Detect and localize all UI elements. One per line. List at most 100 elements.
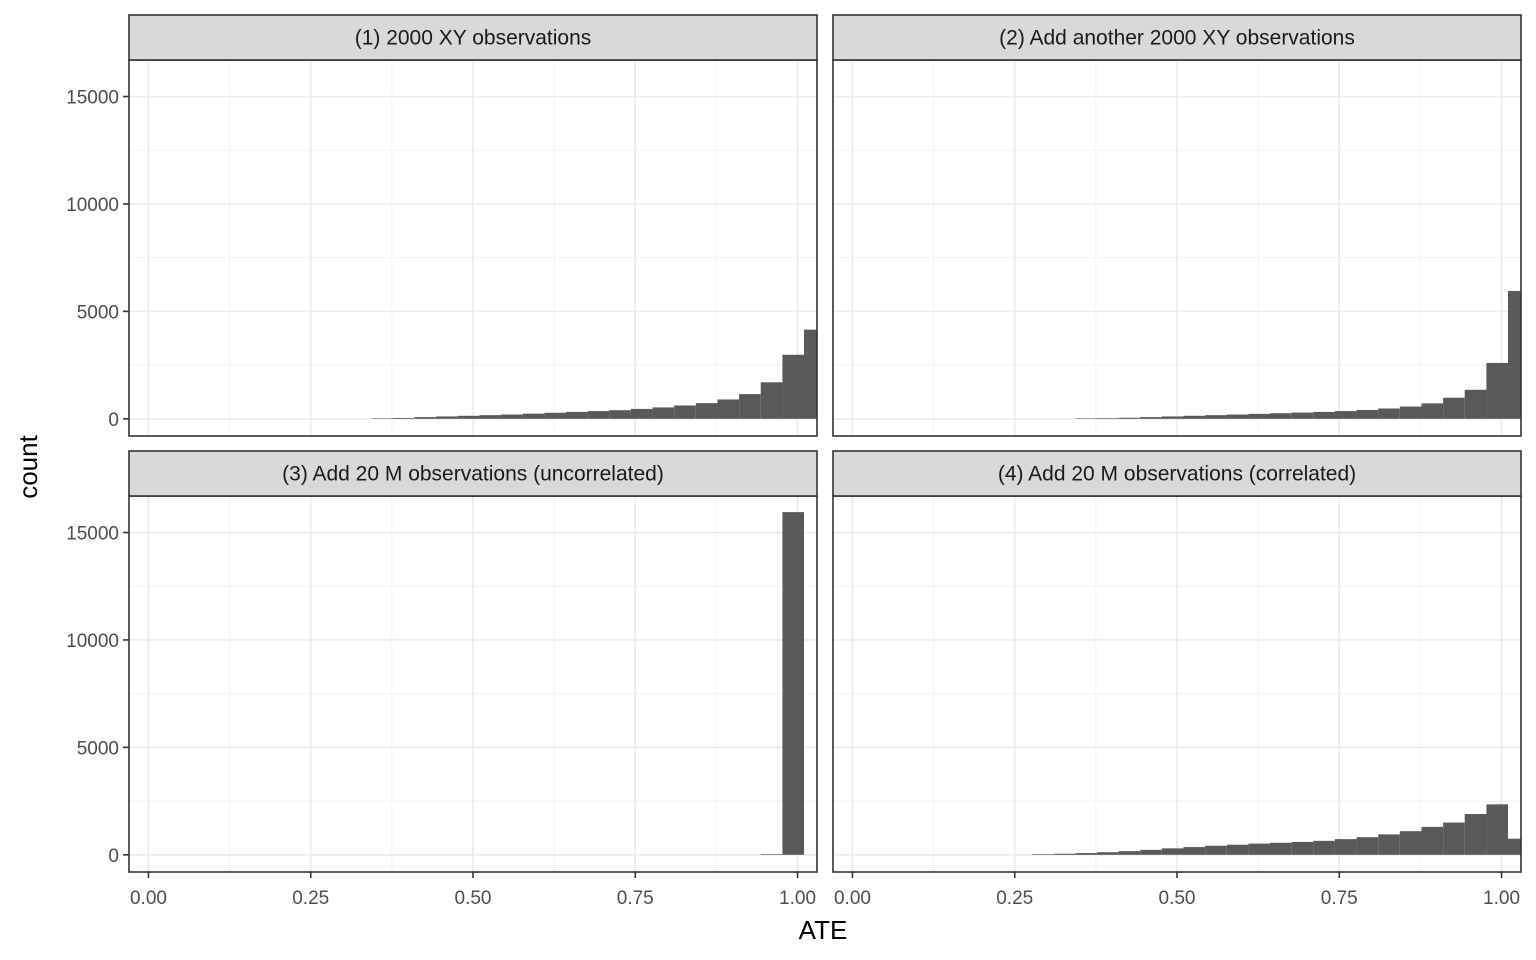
histogram-bar: [1443, 822, 1465, 855]
histogram-bar: [1226, 414, 1249, 419]
facet-panel-1: (1) 2000 XY observations: [128, 14, 818, 437]
histogram-bar: [1140, 849, 1162, 855]
x-tick-label: 0.75: [1321, 888, 1358, 909]
histogram-bar: [1205, 415, 1227, 419]
histogram-bar: [1378, 408, 1400, 419]
histogram-bar: [1421, 403, 1444, 419]
facet-strip: [832, 14, 1522, 61]
histogram-bar: [371, 418, 393, 419]
histogram-bar: [1226, 844, 1249, 855]
histogram-bar: [1486, 804, 1509, 855]
histogram-bar: [1464, 389, 1487, 419]
x-tick-label: 0.50: [455, 888, 492, 909]
histogram-bar: [436, 416, 458, 419]
histogram-bar: [1356, 410, 1379, 419]
x-tick-label: 0.00: [834, 888, 871, 909]
facet-strip: [832, 450, 1522, 497]
histogram-bar: [717, 399, 740, 419]
facet-panels: (1) 2000 XY observations (2) Add another …: [128, 14, 1522, 873]
x-tick-label: 0.25: [996, 888, 1033, 909]
facet-strip-title: (2) Add another 2000 XY observations: [999, 27, 1355, 50]
y-tick-label: 5000: [77, 302, 119, 323]
histogram-bar: [652, 407, 675, 419]
facet-strip-title: (3) Add 20 M observations (uncorrelated): [282, 463, 664, 486]
histogram-bar: [1161, 848, 1184, 855]
histogram-bar: [1096, 852, 1119, 855]
histogram-bar: [1399, 406, 1422, 419]
x-tick-label: 0.50: [1159, 888, 1196, 909]
histogram-bar: [1508, 838, 1521, 855]
histogram-bar: [1291, 841, 1314, 855]
histogram-bar: [1140, 417, 1162, 419]
histogram-bar: [1248, 843, 1271, 855]
histogram-bar: [1075, 418, 1097, 419]
x-tick-label: 0.75: [617, 888, 654, 909]
histogram-bar: [1118, 851, 1141, 855]
histogram-bar: [566, 411, 588, 419]
histogram-bar: [739, 394, 761, 419]
facet-strip-title: (4) Add 20 M observations (correlated): [998, 463, 1356, 486]
histogram-bar: [1118, 417, 1141, 419]
y-axis-title: count: [13, 434, 43, 498]
histogram-bar: [760, 854, 783, 855]
x-tick-label: 0.25: [292, 888, 329, 909]
histogram-bar: [630, 408, 653, 419]
histogram-bar: [1032, 854, 1054, 855]
histogram-bar: [1205, 845, 1227, 855]
histogram-bar: [522, 413, 545, 419]
facet-strip-title: (1) 2000 XY observations: [355, 27, 592, 50]
facet-panel-4: (4) Add 20 M observations (correlated): [832, 450, 1522, 873]
y-tick-label: 0: [108, 410, 119, 431]
histogram-bar: [544, 412, 567, 419]
y-tick-label: 10000: [66, 631, 119, 652]
histogram-bar: [1508, 290, 1521, 419]
histogram-bar: [1183, 415, 1206, 419]
histogram-bar: [1053, 853, 1076, 855]
y-tick-label: 5000: [77, 738, 119, 759]
histogram-bar: [782, 354, 805, 419]
histogram-bar: [1378, 834, 1400, 855]
histogram-bar: [1356, 837, 1379, 855]
histogram-bar: [1075, 853, 1097, 855]
histogram-bar: [674, 405, 696, 419]
histogram-bar: [457, 415, 480, 419]
y-tick-label: 0: [108, 846, 119, 867]
facet-panel-3: (3) Add 20 M observations (uncorrelated): [128, 450, 818, 873]
x-tick-label: 1.00: [779, 888, 816, 909]
x-tick-label: 1.00: [1483, 888, 1520, 909]
histogram-bar: [1421, 826, 1444, 855]
y-tick-label: 15000: [66, 524, 119, 545]
histogram-bar: [782, 512, 805, 855]
histogram-bar: [1161, 416, 1184, 419]
histogram-bar: [479, 415, 502, 419]
histogram-bar: [1313, 840, 1335, 855]
histogram-bar: [587, 411, 610, 419]
histogram-bar: [1270, 413, 1292, 419]
x-tick-label: 0.00: [130, 888, 167, 909]
histogram-bar: [609, 410, 631, 419]
histogram-bar: [1334, 411, 1357, 419]
histogram-bar: [1399, 831, 1422, 855]
x-axis-title: ATE: [799, 915, 848, 945]
facet-panel-2: (2) Add another 2000 XY observations: [832, 14, 1522, 437]
histogram-bar: [1464, 813, 1487, 855]
facet-strip: [128, 450, 818, 497]
histogram-bar: [414, 417, 437, 419]
histogram-bar: [501, 414, 523, 419]
histogram-bar: [1291, 412, 1314, 419]
histogram-bar: [1334, 839, 1357, 855]
histogram-bar: [1096, 418, 1119, 419]
histogram-bar: [1443, 397, 1465, 419]
histogram-bar: [1248, 413, 1271, 419]
histogram-bar: [1486, 362, 1509, 419]
y-tick-label: 15000: [66, 88, 119, 109]
y-axis: 0 5000 10000 15000 0 5000 10000 15000: [66, 88, 129, 867]
histogram-bar: [1313, 411, 1335, 419]
histogram-bar: [804, 329, 817, 419]
histogram-bar: [392, 417, 415, 419]
histogram-bar: [695, 403, 718, 419]
facet-strip: [128, 14, 818, 61]
histogram-bar: [760, 382, 783, 419]
histogram-bar: [1270, 842, 1292, 855]
